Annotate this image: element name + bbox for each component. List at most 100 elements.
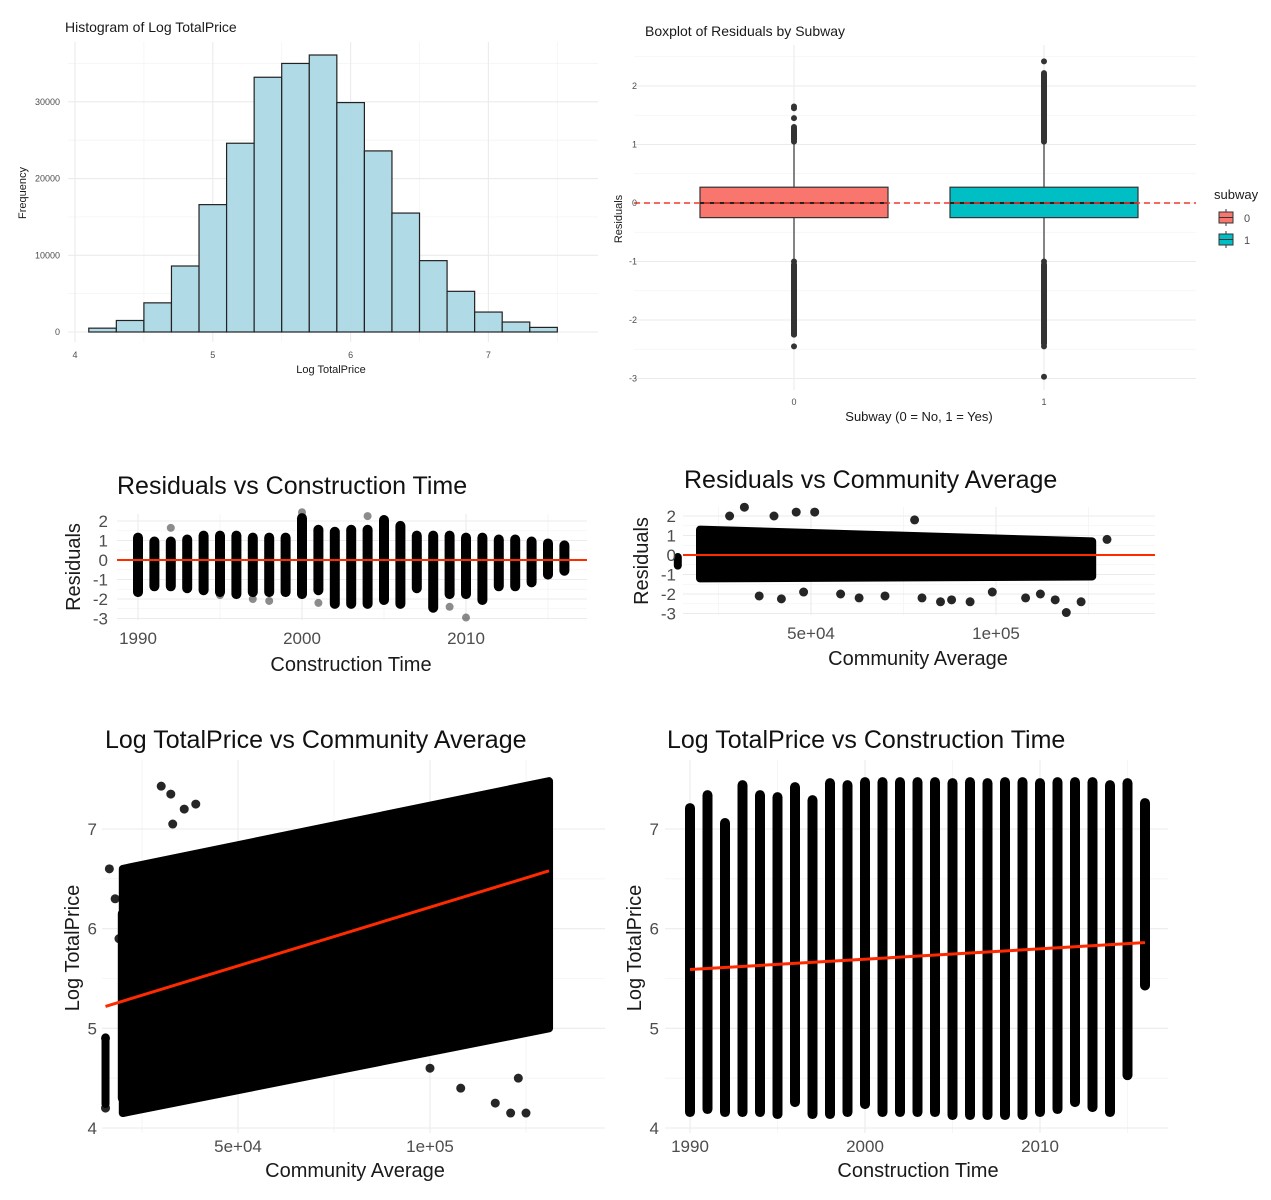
scatter-point <box>1021 593 1031 603</box>
scatter-point <box>462 613 470 622</box>
res-ct-y-tick: 1 <box>99 532 108 551</box>
lp-ct-x-tick: 2010 <box>1021 1137 1059 1156</box>
logprice-vs-community-panel: Log TotalPrice vs Community Average Log … <box>62 726 605 1182</box>
scatter-column <box>428 530 439 613</box>
scatter-point <box>936 597 945 607</box>
histogram-bar <box>308 54 338 333</box>
scatter-point <box>1035 589 1045 599</box>
histogram-bar <box>143 302 173 333</box>
res-ca-y-tick: -1 <box>661 566 676 585</box>
res-ct-y-tick: -2 <box>93 590 108 609</box>
residuals-vs-construction-panel: Residuals vs Construction Time Residuals… <box>63 472 587 676</box>
res-ca-y-tick: -2 <box>661 585 676 604</box>
scatter-point <box>521 1108 531 1118</box>
scatter-point <box>110 894 120 904</box>
outlier-point <box>1041 373 1047 380</box>
outlier-band-lower <box>791 261 797 338</box>
res-ct-x-tick: 1990 <box>119 629 157 648</box>
histogram-bar <box>501 321 531 333</box>
scatter-column <box>842 780 853 1118</box>
scatter-column <box>411 530 422 594</box>
scatter-point <box>725 511 735 521</box>
lp-ct-y-tick: 5 <box>650 1019 659 1038</box>
scatter-point <box>166 789 176 799</box>
scatter-column <box>297 513 307 600</box>
outlier-band-upper <box>791 125 797 143</box>
box-0 <box>699 103 889 350</box>
scatter-column <box>895 777 905 1118</box>
histogram-bar <box>88 327 117 333</box>
outlier-point <box>1041 58 1047 65</box>
histogram-bar <box>446 290 476 333</box>
res-ca-y-tick: 2 <box>667 507 676 526</box>
scatter-column <box>930 777 940 1118</box>
histogram-y-tick: 10000 <box>35 250 60 260</box>
histogram-bar <box>418 260 448 333</box>
lp-ca-x-tick: 1e+05 <box>406 1137 454 1156</box>
box-1 <box>949 58 1139 380</box>
scatter-column <box>362 524 373 609</box>
histogram-bar <box>170 265 200 333</box>
scatter-point <box>754 591 764 601</box>
scatter-point <box>191 799 201 809</box>
scatter-point <box>248 595 257 603</box>
lp-ca-y-tick: 5 <box>88 1019 97 1038</box>
scatter-column <box>444 530 455 600</box>
boxplot-y-tick: -1 <box>629 257 637 267</box>
histogram-x-tick: 6 <box>348 350 353 360</box>
boxplot-x-tick: 1 <box>1041 397 1046 407</box>
scatter-point <box>179 804 189 814</box>
lp-ca-y-tick: 4 <box>88 1119 97 1138</box>
boxplot-panel: Boxplot of Residuals by Subway Residuals… <box>613 23 1259 424</box>
scatter-point <box>168 819 178 829</box>
scatter-point <box>769 511 779 521</box>
res-ct-y-tick: -1 <box>93 571 108 590</box>
boxplot-x-tick: 0 <box>791 397 796 407</box>
res-ca-x-tick: 1e+05 <box>972 624 1020 643</box>
histogram-title: Histogram of Log TotalPrice <box>65 19 237 35</box>
histogram-x-tick: 5 <box>210 350 215 360</box>
scatter-column <box>493 534 504 592</box>
res-ct-x-tick: 2010 <box>447 629 485 648</box>
scatter-column <box>772 792 783 1120</box>
lp-ct-y-tick: 4 <box>650 1119 659 1138</box>
boxplot-y-tick: -2 <box>629 315 637 325</box>
scatter-density-band <box>118 777 554 1118</box>
boxplot-y-tick: 0 <box>632 198 637 208</box>
scatter-column <box>755 790 765 1118</box>
scatter-point <box>265 596 274 605</box>
scatter-column <box>510 534 521 592</box>
scatter-column <box>737 780 748 1118</box>
legend-label-0: 0 <box>1244 213 1250 225</box>
scatter-column <box>1052 777 1063 1115</box>
scatter-point <box>1061 608 1071 618</box>
scatter-point <box>104 864 114 874</box>
res-ca-ylabel: Residuals <box>631 517 653 605</box>
lp-ct-title: Log TotalPrice vs Construction Time <box>667 726 1065 754</box>
scatter-point <box>799 587 809 597</box>
scatter-column <box>877 777 888 1118</box>
scatter-point <box>965 597 975 607</box>
scatter-point <box>156 781 166 791</box>
scatter-column <box>673 553 682 570</box>
lp-ca-xlabel: Community Average <box>265 1160 445 1182</box>
boxplot-title: Boxplot of Residuals by Subway <box>645 23 845 39</box>
histogram-bar <box>225 142 255 333</box>
boxplot-y-tick: 1 <box>632 140 637 150</box>
scatter-point <box>739 502 749 512</box>
scatter-point <box>947 595 957 605</box>
scatter-column <box>149 536 160 592</box>
scatter-column <box>702 790 713 1115</box>
scatter-column <box>965 777 975 1121</box>
res-ca-xlabel: Community Average <box>828 648 1008 670</box>
histogram-xlabel: Log TotalPrice <box>296 364 366 376</box>
scatter-column <box>231 530 242 600</box>
scatter-point <box>456 1083 466 1093</box>
lp-ct-ylabel: Log TotalPrice <box>624 885 646 1011</box>
scatter-point <box>699 536 709 546</box>
outlier-point <box>791 343 797 350</box>
scatter-point <box>363 512 372 521</box>
scatter-column <box>133 532 143 598</box>
lp-ct-x-tick: 2000 <box>846 1137 884 1156</box>
scatter-point <box>445 602 454 611</box>
